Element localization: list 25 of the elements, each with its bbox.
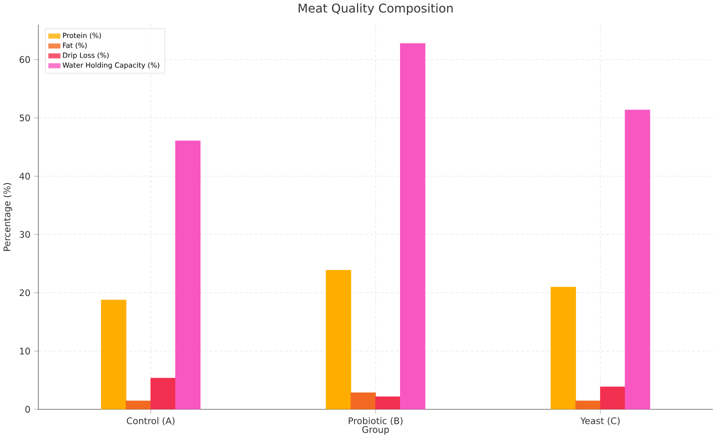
bar bbox=[600, 386, 626, 410]
bar bbox=[400, 43, 426, 410]
y-axis-title: Percentage (%) bbox=[3, 183, 12, 251]
y-tick-label: 40 bbox=[19, 172, 30, 180]
bar bbox=[150, 378, 176, 410]
chart-title: Meat Quality Composition bbox=[298, 3, 453, 15]
bar bbox=[624, 110, 650, 410]
y-tick-label: 50 bbox=[20, 114, 30, 122]
y-tick-label: 20 bbox=[20, 289, 30, 296]
bar bbox=[375, 396, 401, 410]
x-tick-label: Probiotic (B) bbox=[348, 417, 402, 426]
bar bbox=[126, 400, 152, 410]
y-tick-label: 10 bbox=[20, 348, 30, 354]
x-tick-label: Control (A) bbox=[126, 417, 174, 426]
x-tick-label: Yeast (C) bbox=[580, 417, 620, 426]
bar bbox=[575, 400, 601, 410]
bar bbox=[175, 140, 201, 410]
bar bbox=[326, 270, 352, 410]
y-tick-label: 60 bbox=[20, 56, 30, 63]
bar bbox=[101, 300, 126, 410]
y-tick-label: 30 bbox=[20, 231, 30, 238]
y-tick-label: 0 bbox=[25, 406, 30, 413]
bar bbox=[350, 392, 376, 410]
bar bbox=[550, 286, 576, 410]
x-axis-title: Group bbox=[362, 426, 389, 435]
